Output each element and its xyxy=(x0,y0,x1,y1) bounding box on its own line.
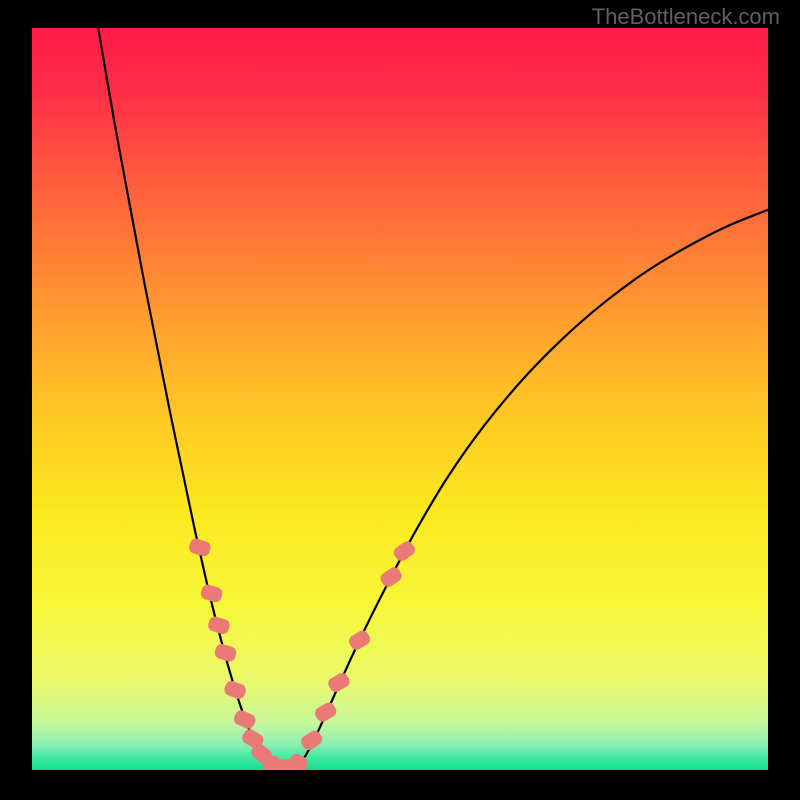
chart-svg xyxy=(32,28,768,770)
chart-frame: TheBottleneck.com xyxy=(0,0,800,800)
gradient-background xyxy=(32,28,768,770)
attribution-text: TheBottleneck.com xyxy=(592,4,780,30)
plot-area xyxy=(32,28,768,770)
